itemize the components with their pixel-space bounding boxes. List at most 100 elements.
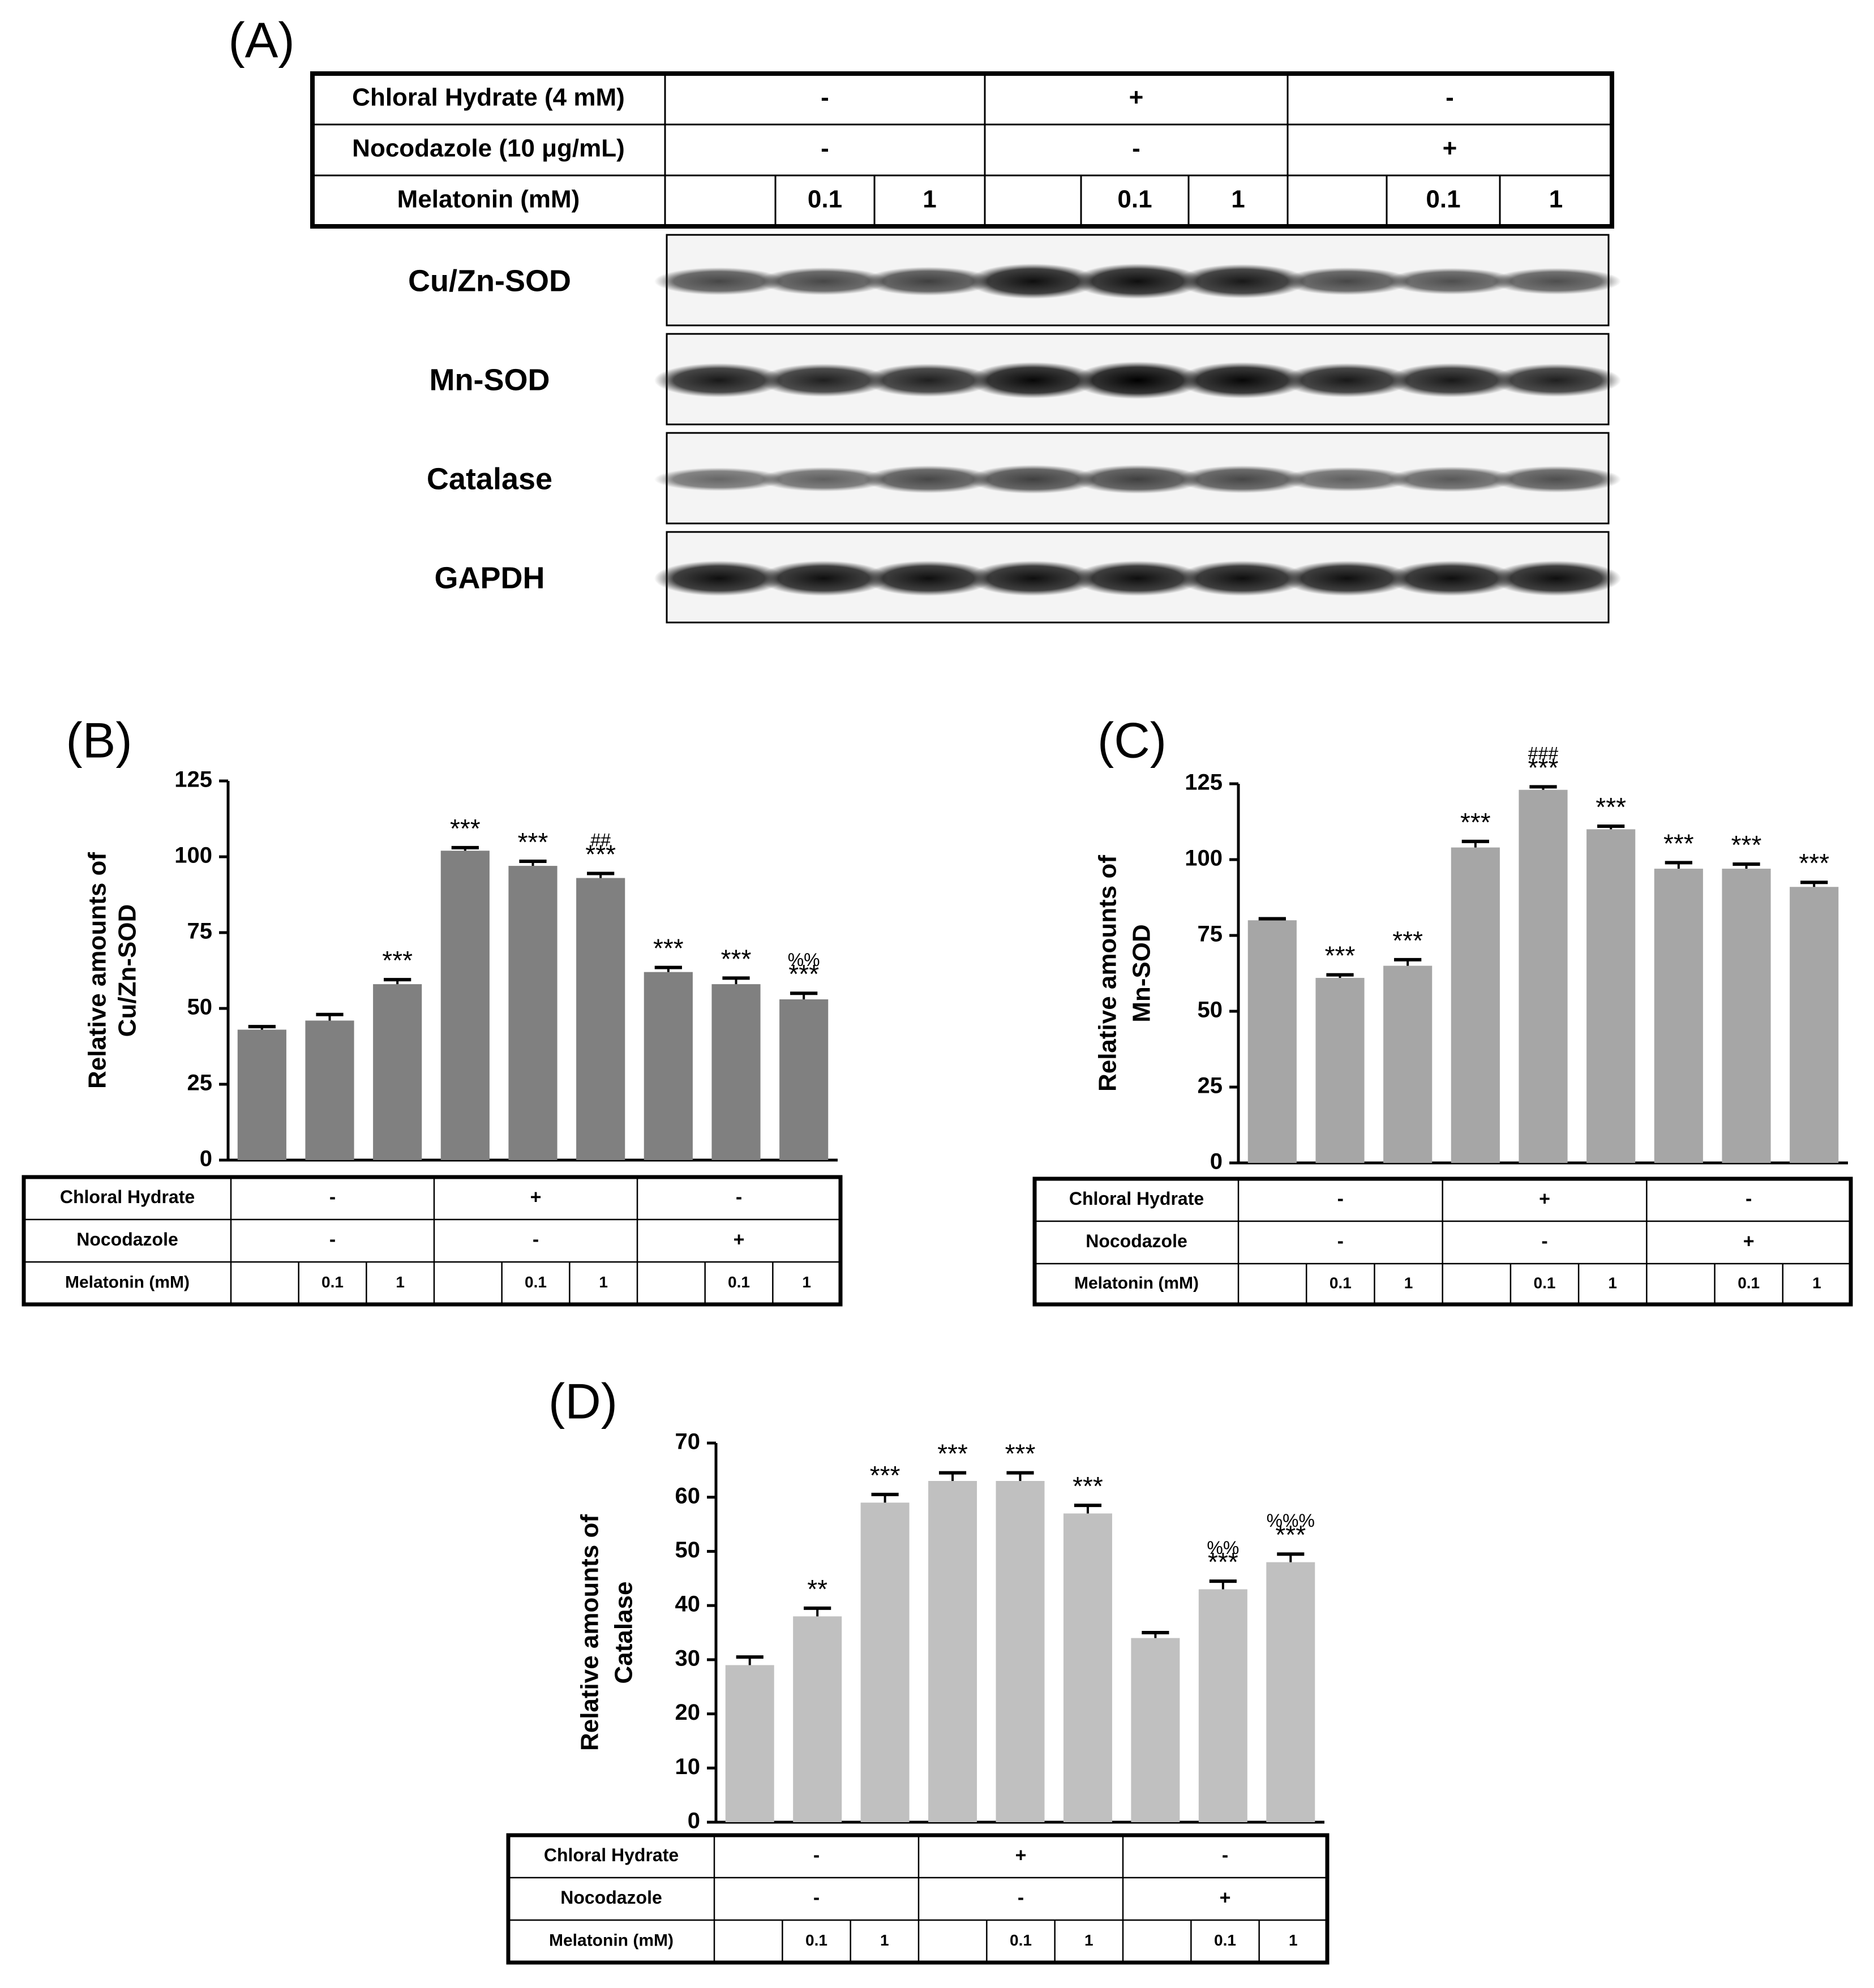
bar: [1315, 978, 1365, 1163]
blot-band: [1177, 362, 1307, 399]
melatonin-dose: 1: [599, 1273, 608, 1291]
y-tick-label: 75: [1198, 922, 1223, 947]
condition-sign: -: [736, 1186, 742, 1208]
melatonin-dose: 0.1: [1010, 1931, 1032, 1949]
condition-sign: -: [821, 84, 829, 111]
condition-sign: -: [1337, 1230, 1344, 1252]
condition-sign: -: [1018, 1887, 1024, 1908]
y-axis-label: Relative amounts of: [84, 852, 112, 1089]
condition-sign: +: [734, 1229, 745, 1250]
significance-mark: ***: [1460, 808, 1491, 837]
bar: [793, 1616, 842, 1822]
melatonin-dose: 0.1: [1117, 186, 1152, 213]
blot-band: [863, 560, 993, 596]
condition-sign: -: [813, 1887, 820, 1908]
condition-sign: +: [530, 1186, 542, 1208]
bar: [1654, 869, 1703, 1163]
y-tick-label: 25: [187, 1071, 213, 1096]
bar: [305, 1020, 354, 1160]
significance-mark: ***: [1392, 926, 1423, 955]
condition-sign: +: [1129, 84, 1144, 111]
blot-band: [1491, 363, 1622, 397]
blot-band: [1073, 560, 1203, 596]
bar: [373, 984, 422, 1160]
melatonin-dose: 1: [1812, 1274, 1821, 1291]
significance-mark: ##: [590, 830, 611, 850]
bar: [1131, 1638, 1180, 1822]
bar: [237, 1029, 286, 1160]
condition-table: [506, 1833, 1330, 1965]
blot-band: [654, 267, 784, 295]
melatonin-dose: 1: [396, 1273, 405, 1291]
blot-label: GAPDH: [434, 561, 544, 595]
blot-band: [758, 467, 889, 492]
y-tick-label: 100: [174, 843, 212, 868]
panel-label: (D): [548, 1373, 617, 1429]
significance-mark: ***: [721, 944, 752, 973]
melatonin-dose: 0.1: [1330, 1274, 1352, 1291]
bar: [576, 878, 625, 1160]
significance-mark: %%: [788, 950, 820, 970]
condition-sign: -: [813, 1844, 820, 1866]
y-tick-label: 0: [1210, 1149, 1223, 1174]
significance-mark: %%: [1207, 1538, 1239, 1558]
bar: [1266, 1562, 1315, 1822]
bar: [1722, 869, 1771, 1163]
melatonin-dose: 0.1: [525, 1273, 547, 1291]
y-axis-label: Relative amounts of: [1094, 855, 1122, 1092]
melatonin-dose: 0.1: [1534, 1274, 1556, 1291]
y-tick-label: 0: [688, 1809, 700, 1834]
significance-mark: ***: [1799, 848, 1829, 878]
significance-mark: ***: [1208, 1547, 1238, 1577]
melatonin-dose: 1: [880, 1931, 889, 1949]
blot-band: [758, 560, 889, 596]
condition-sign: +: [1220, 1887, 1231, 1908]
condition-sign: +: [1443, 135, 1457, 162]
blot-band: [1491, 466, 1622, 493]
condition-sign: +: [1743, 1230, 1755, 1252]
bar: [1383, 965, 1433, 1163]
condition-sign: -: [329, 1186, 336, 1208]
blot-band: [1177, 264, 1307, 299]
blot-band: [1282, 467, 1412, 492]
blot-band: [654, 363, 784, 398]
melatonin-row-label: Melatonin (mM): [549, 1931, 674, 1950]
blot-band: [1177, 465, 1307, 493]
melatonin-dose: 0.1: [1426, 186, 1460, 213]
blot-band: [1073, 465, 1203, 494]
significance-mark: ***: [1663, 828, 1694, 858]
y-axis-label: Relative amounts of: [576, 1514, 604, 1751]
significance-mark: ***: [1596, 792, 1626, 822]
significance-mark: ***: [585, 839, 616, 869]
blot-band: [863, 267, 993, 296]
melatonin-row-label: Melatonin (mM): [397, 186, 580, 213]
bar: [1586, 829, 1636, 1163]
melatonin-dose: 1: [923, 186, 936, 213]
condition-row-label: Nocodazole: [560, 1887, 662, 1908]
y-axis-label: Mn-SOD: [1128, 924, 1156, 1023]
y-tick-label: 25: [1198, 1074, 1223, 1098]
significance-mark: ***: [1528, 753, 1559, 782]
significance-mark: ***: [1275, 1520, 1306, 1549]
condition-row-label: Nocodazole: [76, 1229, 178, 1250]
y-tick-label: 50: [1198, 998, 1223, 1023]
bar: [1063, 1513, 1112, 1822]
y-tick-label: 125: [1185, 770, 1223, 795]
bar: [1519, 789, 1568, 1163]
significance-mark: ***: [870, 1461, 900, 1490]
condition-sign: -: [533, 1229, 539, 1250]
condition-row-label: Chloral Hydrate: [1069, 1188, 1204, 1209]
melatonin-dose: 1: [1404, 1274, 1413, 1291]
condition-row-label: Chloral Hydrate: [544, 1845, 679, 1865]
y-tick-label: 0: [200, 1147, 212, 1171]
significance-mark: ***: [788, 959, 819, 989]
y-tick-label: 10: [675, 1754, 701, 1779]
significance-mark: ***: [1731, 830, 1762, 860]
melatonin-dose: 1: [802, 1273, 811, 1291]
y-tick-label: 40: [675, 1592, 701, 1617]
y-tick-label: 100: [1185, 846, 1223, 871]
bar: [1198, 1589, 1247, 1822]
bar: [1790, 887, 1839, 1163]
bar: [928, 1481, 977, 1822]
